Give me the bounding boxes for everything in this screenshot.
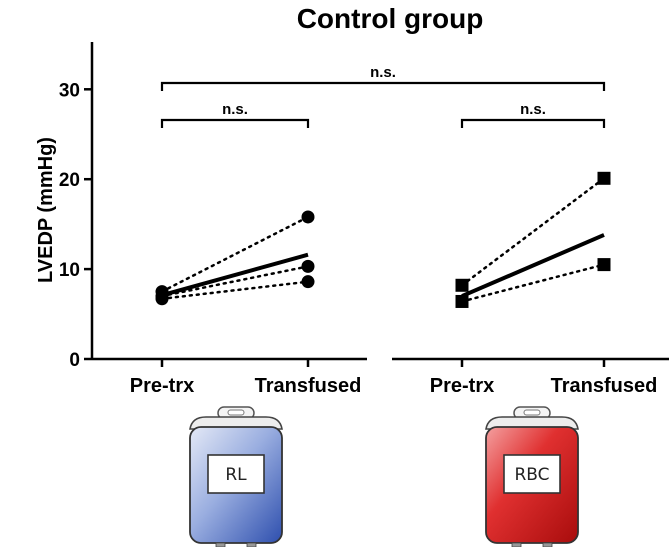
subject-line <box>160 265 310 298</box>
bag-hanger-hole <box>227 409 245 416</box>
data-point-circle <box>301 275 315 289</box>
rl-bag-icon: RL <box>189 406 283 547</box>
y-tick-label: 20 <box>59 170 80 191</box>
data-points <box>155 171 611 308</box>
category-label: Pre-trx <box>430 375 494 397</box>
data-point-circle <box>301 210 315 224</box>
data-point-circle <box>155 292 169 306</box>
bag-hanger-hole <box>523 409 541 416</box>
bag-collar <box>485 416 579 430</box>
blood-bags: RL RBC <box>189 406 579 547</box>
data-point-square <box>597 171 611 185</box>
subject-line <box>460 263 606 303</box>
y-tick-label: 30 <box>59 80 80 101</box>
y-axis-label: LVEDP (mmHg) <box>35 137 57 283</box>
significance-label: n.s. <box>520 101 546 118</box>
significance-bracket <box>160 81 606 91</box>
y-tick-label: 10 <box>59 260 80 281</box>
subject-line <box>460 177 606 287</box>
significance-bracket <box>460 118 606 128</box>
bag-port <box>511 542 522 547</box>
data-point-circle <box>301 259 315 273</box>
axes <box>90 42 669 361</box>
data-point-square <box>455 294 469 308</box>
bag-port <box>542 542 553 547</box>
significance-brackets: n.s. n.s. n.s. <box>160 64 606 128</box>
category-label: Transfused <box>551 375 658 397</box>
bag-label: RBC <box>514 465 549 485</box>
y-tick-label: 0 <box>69 350 80 371</box>
rbc-bag-icon: RBC <box>485 406 579 547</box>
bag-label-panel <box>207 454 265 494</box>
data-point-square <box>455 278 469 292</box>
data-point-square <box>597 258 611 272</box>
significance-label: n.s. <box>370 64 396 81</box>
bag-label-panel <box>503 454 561 494</box>
bag-port <box>215 542 226 547</box>
series-lines <box>160 177 606 303</box>
subject-line <box>160 215 310 293</box>
chart-title: Control group <box>297 3 484 34</box>
bag-label: RL <box>225 465 247 485</box>
mean-line <box>461 233 605 298</box>
y-ticks: 0 10 20 30 <box>59 80 92 371</box>
category-label: Transfused <box>255 375 362 397</box>
category-labels: Pre-trx Transfused Pre-trx Transfused <box>130 359 658 397</box>
significance-label: n.s. <box>222 101 248 118</box>
significance-bracket <box>160 118 310 128</box>
mean-line <box>161 252 309 298</box>
bag-port <box>246 542 257 547</box>
bag-collar <box>189 416 283 430</box>
category-label: Pre-trx <box>130 375 194 397</box>
